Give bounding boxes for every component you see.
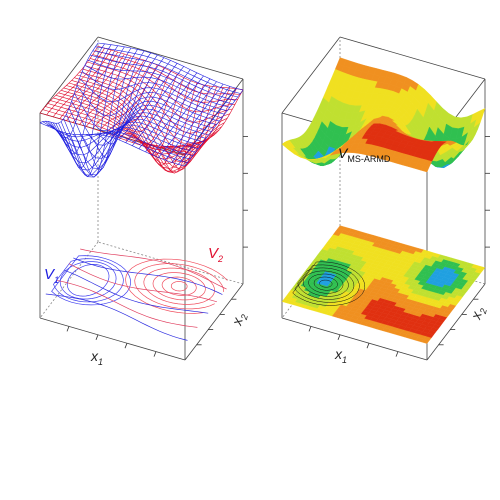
left-panel: V1 V2 x1 x2 <box>39 36 250 367</box>
contour-line-v1 <box>53 258 124 303</box>
contour-line <box>45 293 188 341</box>
box-edge <box>97 241 244 285</box>
wireframe-line-v2 <box>132 80 191 166</box>
x-tick <box>337 334 341 340</box>
contour-line-v2 <box>143 267 215 305</box>
wireframe-line-v1 <box>79 78 225 115</box>
wireframe-line-v1 <box>145 75 204 153</box>
wireframe-line-v1 <box>76 85 222 118</box>
contour-line-v2 <box>170 281 188 292</box>
right-y-axis-label: x2 <box>467 305 489 322</box>
contour-cell <box>476 265 486 271</box>
wireframe-line-v1 <box>164 83 224 161</box>
contour-line-v2 <box>152 272 206 301</box>
contour-line <box>319 279 333 288</box>
x-tick <box>308 326 312 332</box>
wireframe-line-v2 <box>178 88 237 155</box>
wireframe-line-v1 <box>74 93 220 132</box>
right-filled-contour-projection <box>281 225 486 344</box>
wireframe-line-v1 <box>178 88 237 165</box>
wireframe-line-v2 <box>138 83 198 173</box>
right-filled-surface <box>281 57 486 173</box>
x-tick <box>124 343 128 349</box>
wireframe-line-v2 <box>90 58 236 113</box>
left-plot-box <box>39 36 244 361</box>
wireframe-line-v1 <box>132 69 191 146</box>
wireframe-line-v1 <box>118 63 178 141</box>
contour-line-v1 <box>66 264 110 297</box>
left-x-axis-label: x1 <box>90 348 103 367</box>
left-contour-projection <box>45 248 228 341</box>
series-label-v2: V2 <box>208 245 223 264</box>
wireframe-line-v1 <box>97 42 244 91</box>
box-edge <box>281 36 341 114</box>
wireframe-line-v1 <box>125 66 184 143</box>
surface-cell <box>420 164 430 173</box>
wireframe-line-v1 <box>71 100 217 146</box>
x-tick <box>66 326 70 332</box>
right-x-axis-label: x1 <box>334 346 347 365</box>
contour-line-v2 <box>161 276 197 296</box>
contour-line <box>313 276 338 291</box>
box-edge <box>39 36 99 114</box>
left-wireframe-surfaces <box>39 42 244 178</box>
wireframe-line-v1 <box>95 46 241 94</box>
contour-line <box>56 279 198 328</box>
wireframe-line-v2 <box>74 77 220 169</box>
contour-line <box>68 263 217 303</box>
box-edge <box>39 317 186 361</box>
contour-line-v2 <box>125 258 228 314</box>
wireframe-line-v1 <box>82 71 228 112</box>
contour-line-v1 <box>51 255 131 306</box>
contour-line-v1 <box>59 261 117 300</box>
x-tick <box>395 351 399 357</box>
x-tick <box>153 351 157 357</box>
x-tick <box>366 343 370 349</box>
wireframe-line-v2 <box>72 55 132 123</box>
contour-line <box>308 273 344 294</box>
wireframe-line-v1 <box>68 104 215 159</box>
left-axis-ticks <box>66 135 248 357</box>
contour-line <box>292 261 366 306</box>
wireframe-line-v2 <box>171 87 231 153</box>
contour-line <box>297 267 355 300</box>
box-edge <box>97 36 244 80</box>
right-surface-title: VMS-ARMD <box>338 145 391 164</box>
right-axis-ticks <box>308 135 490 357</box>
wireframe-line-v1 <box>84 65 230 108</box>
wireframe-line-v1 <box>151 78 211 155</box>
box-edge <box>184 283 244 361</box>
box-edge <box>281 317 428 361</box>
series-label-v1: V1 <box>44 266 59 285</box>
wireframe-line-v2 <box>84 65 230 134</box>
contour-line <box>302 270 349 297</box>
wireframe-line-v2 <box>118 74 178 144</box>
wireframe-line-v1 <box>90 54 236 101</box>
wireframe-line-v2 <box>184 89 244 156</box>
box-edge <box>426 283 486 361</box>
wireframe-line-v1 <box>92 50 238 98</box>
wireframe-line-v1 <box>87 59 233 105</box>
wireframe-line-v2 <box>151 86 211 171</box>
contour-line <box>73 257 223 295</box>
contour-line-v2 <box>134 263 225 310</box>
contour-line <box>63 269 209 314</box>
wireframe-line-v1 <box>39 122 186 167</box>
wireframe-line-v2 <box>71 80 217 173</box>
wireframe-line-v1 <box>184 89 244 167</box>
left-y-axis-label: x2 <box>228 311 250 328</box>
wireframe-line-v1 <box>138 72 198 149</box>
wireframe-line-v2 <box>95 50 241 95</box>
box-edge <box>339 36 486 80</box>
wireframe-line-v1 <box>158 81 217 158</box>
contour-line <box>80 248 227 290</box>
contour-line <box>294 264 360 303</box>
wireframe-line-v1 <box>171 86 231 163</box>
x-tick <box>95 334 99 340</box>
right-panel: VMS-ARMD x1 x2 <box>281 36 490 365</box>
